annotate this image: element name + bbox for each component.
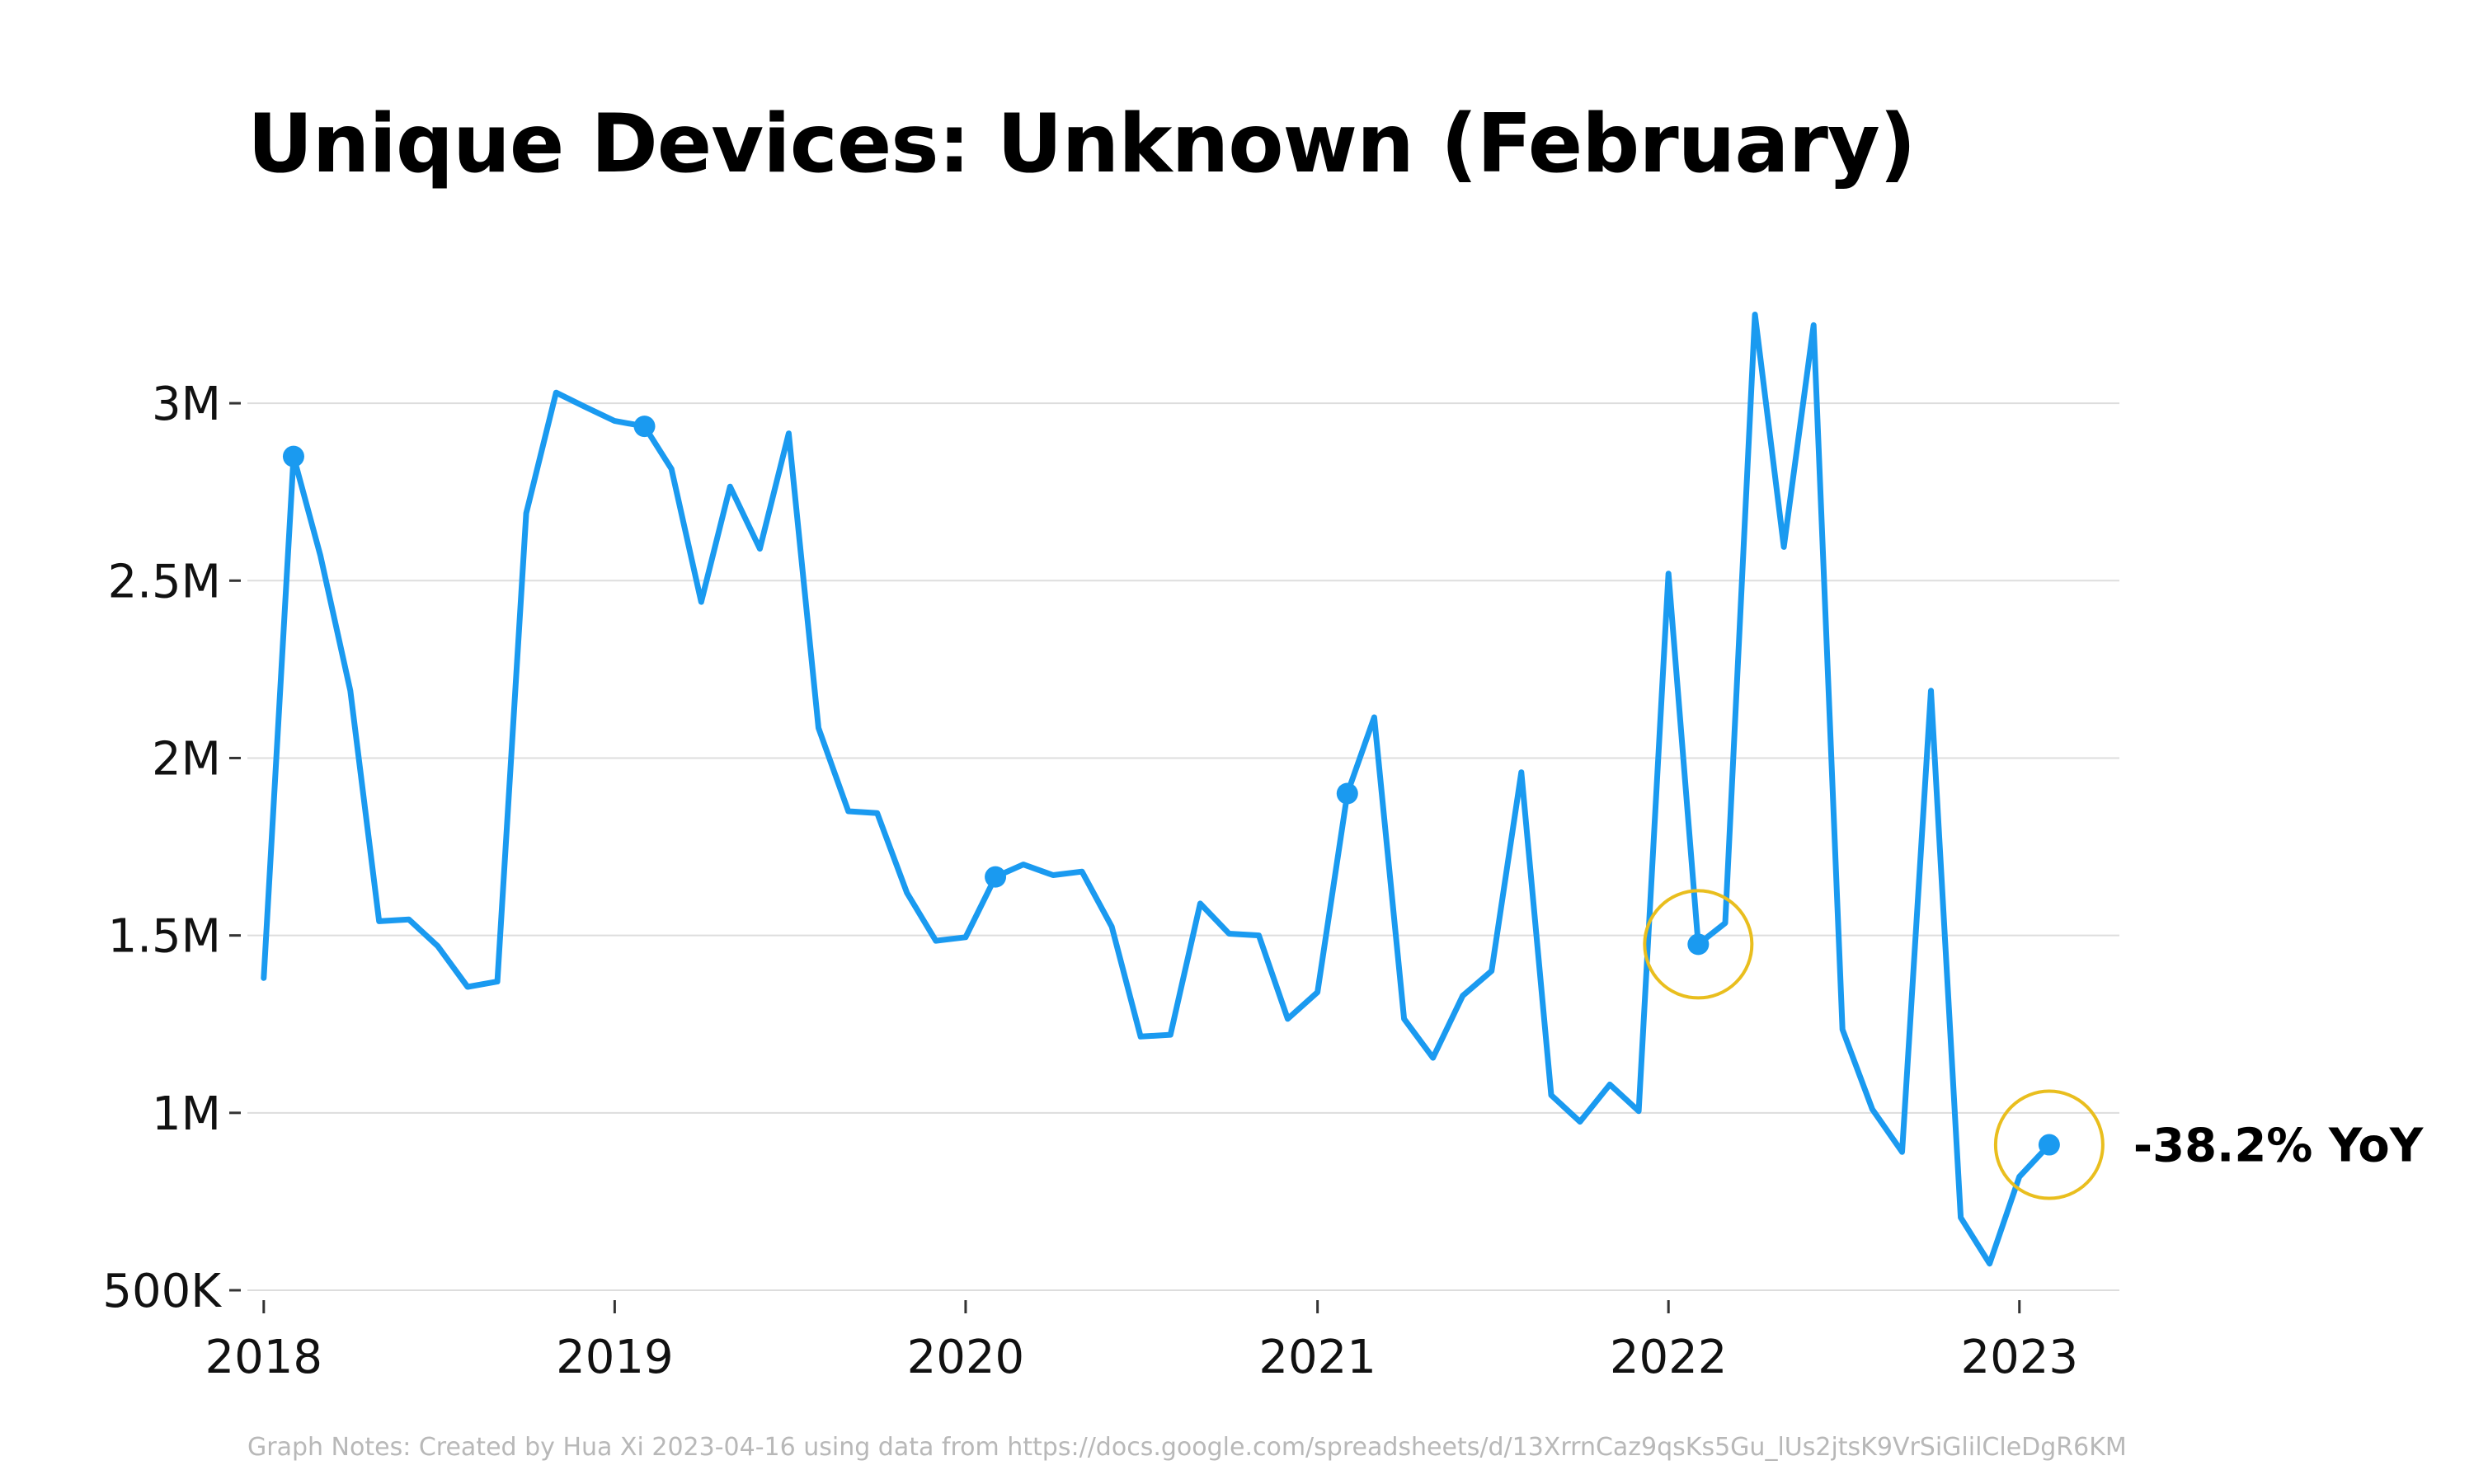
marker-layer [282, 416, 2105, 1200]
axes: 500K 1M 1.5M 2M 2.5M 3M 2018 2019 2020 2021 2022 20… [102, 378, 2078, 1384]
x-tick-label: 2021 [1258, 1331, 1376, 1384]
x-tick-label: 2019 [556, 1331, 674, 1384]
february-point [2038, 1134, 2060, 1156]
february-point [633, 416, 656, 438]
february-point [1687, 933, 1710, 956]
y-tick-label: 1M [152, 1087, 221, 1141]
highlight-ring [1993, 1089, 2105, 1200]
february-point [282, 445, 304, 467]
annotation-layer: -38.2% YoY [2133, 1120, 2425, 1173]
series-layer [261, 312, 2053, 1267]
y-tick-label: 1.5M [108, 910, 221, 964]
february-point [985, 866, 1007, 888]
yoy-annotation: -38.2% YoY [2133, 1120, 2425, 1173]
y-tick-label: 2.5M [108, 555, 221, 608]
graph-notes: Graph Notes: Created by Hua Xi 2023-04-1… [247, 1433, 2127, 1462]
x-tick-label: 2020 [907, 1331, 1025, 1384]
grid-lines [247, 402, 2119, 1291]
y-tick-label: 500K [102, 1265, 222, 1318]
x-tick-label: 2018 [205, 1331, 323, 1384]
series-line [261, 312, 2053, 1267]
chart-title: Unique Devices: Unknown (February) [247, 97, 1917, 191]
x-tick-label: 2023 [1960, 1331, 2078, 1384]
y-tick-label: 2M [152, 732, 221, 786]
highlight-ring [1643, 889, 1754, 1000]
y-tick-label: 3M [152, 378, 221, 431]
x-tick-label: 2022 [1610, 1331, 1728, 1384]
february-point [1336, 782, 1358, 805]
